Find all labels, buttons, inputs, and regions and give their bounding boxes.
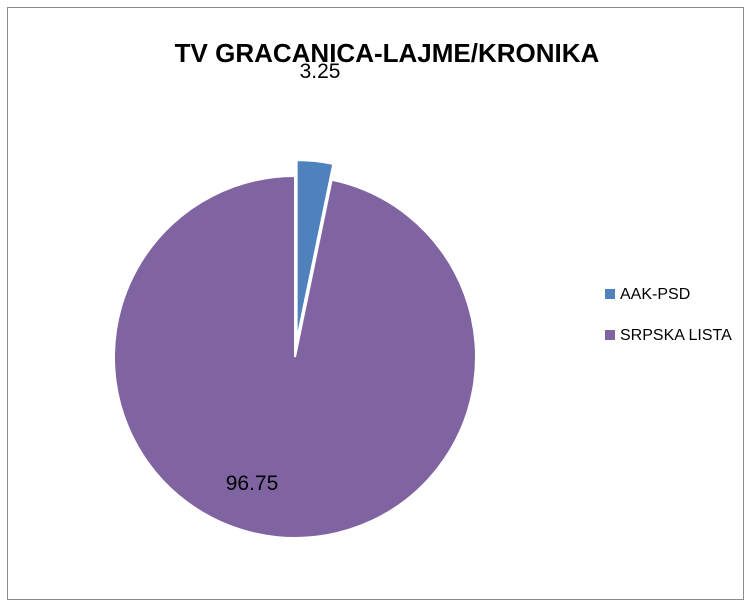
legend-label-srpska-lista: SRPSKA LISTA [620,327,732,344]
data-label-srpska-lista: 96.75 [226,472,279,495]
data-label-aak-psd: 3.25 [300,60,341,83]
labels-layer: 3.25 96.75 [226,60,341,495]
chart-title: TV GRACANICA-LAJME/KRONIKA [175,38,600,68]
slices-layer [113,159,477,539]
legend-swatch-srpska-lista [605,330,615,340]
pie-slice-aak-psd [295,159,335,342]
legend: AAK-PSD SRPSKA LISTA [605,286,732,344]
legend-label-aak-psd: AAK-PSD [620,286,690,303]
legend-swatch-aak-psd [605,289,615,299]
pie-slice-srpska-lista [113,174,477,539]
